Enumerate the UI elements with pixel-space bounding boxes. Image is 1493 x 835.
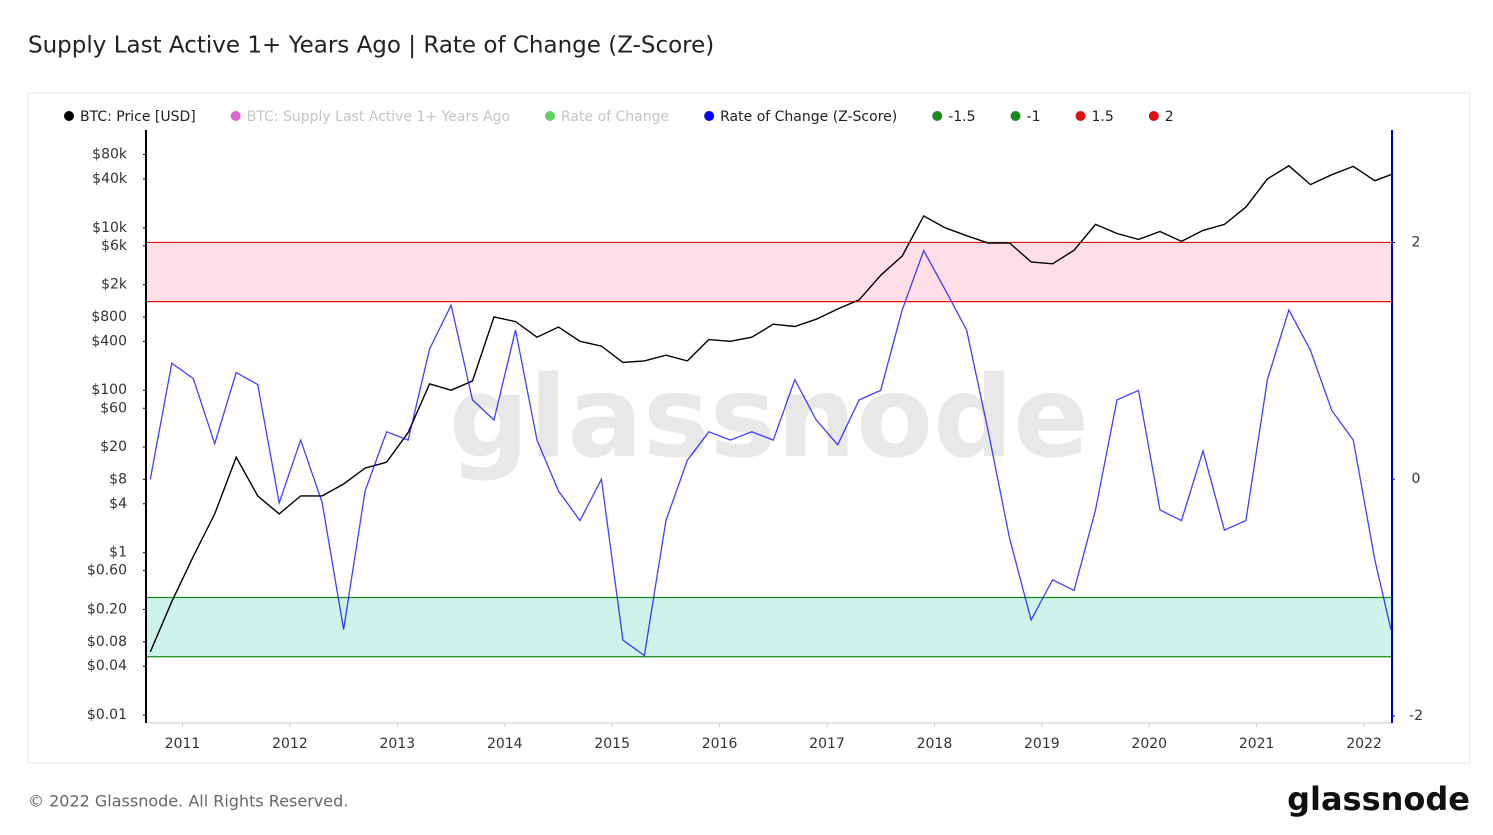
- y2-tick-label: 2: [1412, 234, 1421, 250]
- watermark: glassnode: [449, 353, 1089, 483]
- legend-label: 1.5: [1092, 109, 1114, 125]
- legend-label: Rate of Change (Z-Score): [720, 109, 897, 125]
- x-tick-label: 2012: [272, 736, 308, 752]
- legend-dot: [932, 111, 943, 121]
- y-tick-label: $800: [91, 309, 127, 325]
- y-tick-label: $20: [100, 439, 127, 455]
- legend-dot: [1010, 111, 1021, 121]
- legend-label: 2: [1165, 109, 1174, 125]
- threshold-band: [146, 242, 1392, 302]
- y-tick-label: $100: [91, 382, 127, 398]
- y-tick-label: $0.60: [87, 563, 127, 579]
- legend-dot: [1075, 111, 1086, 121]
- legend-dot: [545, 111, 556, 121]
- y-tick-label: $6k: [101, 238, 128, 254]
- y-tick-label: $0.01: [87, 707, 127, 723]
- legend-label: Rate of Change: [561, 109, 669, 125]
- y-tick-label: $0.04: [87, 658, 127, 674]
- y-tick-label: $80k: [92, 146, 128, 162]
- y-tick-label: $40k: [92, 171, 128, 187]
- threshold-band: [146, 597, 1392, 657]
- y2-tick-label: 0: [1412, 471, 1421, 487]
- x-tick-label: 2021: [1239, 736, 1275, 752]
- x-tick-label: 2018: [917, 736, 953, 752]
- y-tick-label: $400: [91, 333, 127, 349]
- series-line: [149, 249, 1392, 657]
- y-tick-label: $1: [109, 545, 127, 561]
- chart-frame: [27, 92, 1471, 764]
- legend-label: -1.5: [948, 109, 975, 125]
- x-tick-label: 2014: [487, 736, 523, 752]
- y-tick-label: $10k: [92, 220, 128, 236]
- footer: © 2022 Glassnode. All Rights Reserved.: [28, 792, 348, 811]
- logo: glassnode: [1287, 780, 1470, 818]
- legend-dot: [704, 111, 715, 121]
- x-tick-label: 2013: [380, 736, 416, 752]
- x-tick-label: 2016: [702, 736, 738, 752]
- legend-label: BTC: Price [USD]: [80, 109, 196, 125]
- y-tick-label: $2k: [101, 277, 128, 293]
- x-tick-label: 2020: [1131, 736, 1167, 752]
- legend-dot: [230, 111, 241, 121]
- y2-tick-label: -2: [1409, 708, 1423, 724]
- y-tick-label: $4: [109, 496, 127, 512]
- y-tick-label: $0.20: [87, 601, 127, 617]
- x-tick-label: 2011: [165, 736, 201, 752]
- x-tick-label: 2022: [1346, 736, 1382, 752]
- chart-title: Supply Last Active 1+ Years Ago | Rate o…: [28, 33, 714, 59]
- legend-dot: [1148, 111, 1159, 121]
- y-tick-label: $60: [100, 400, 127, 416]
- x-tick-label: 2017: [809, 736, 845, 752]
- x-tick-label: 2019: [1024, 736, 1060, 752]
- series-line: [149, 164, 1392, 653]
- legend-label: -1: [1027, 109, 1041, 125]
- legend-dot: [64, 111, 74, 121]
- legend-label: BTC: Supply Last Active 1+ Years Ago: [247, 109, 510, 125]
- x-tick-label: 2015: [594, 736, 630, 752]
- y-tick-label: $0.08: [87, 634, 127, 650]
- y-tick-label: $8: [109, 471, 127, 487]
